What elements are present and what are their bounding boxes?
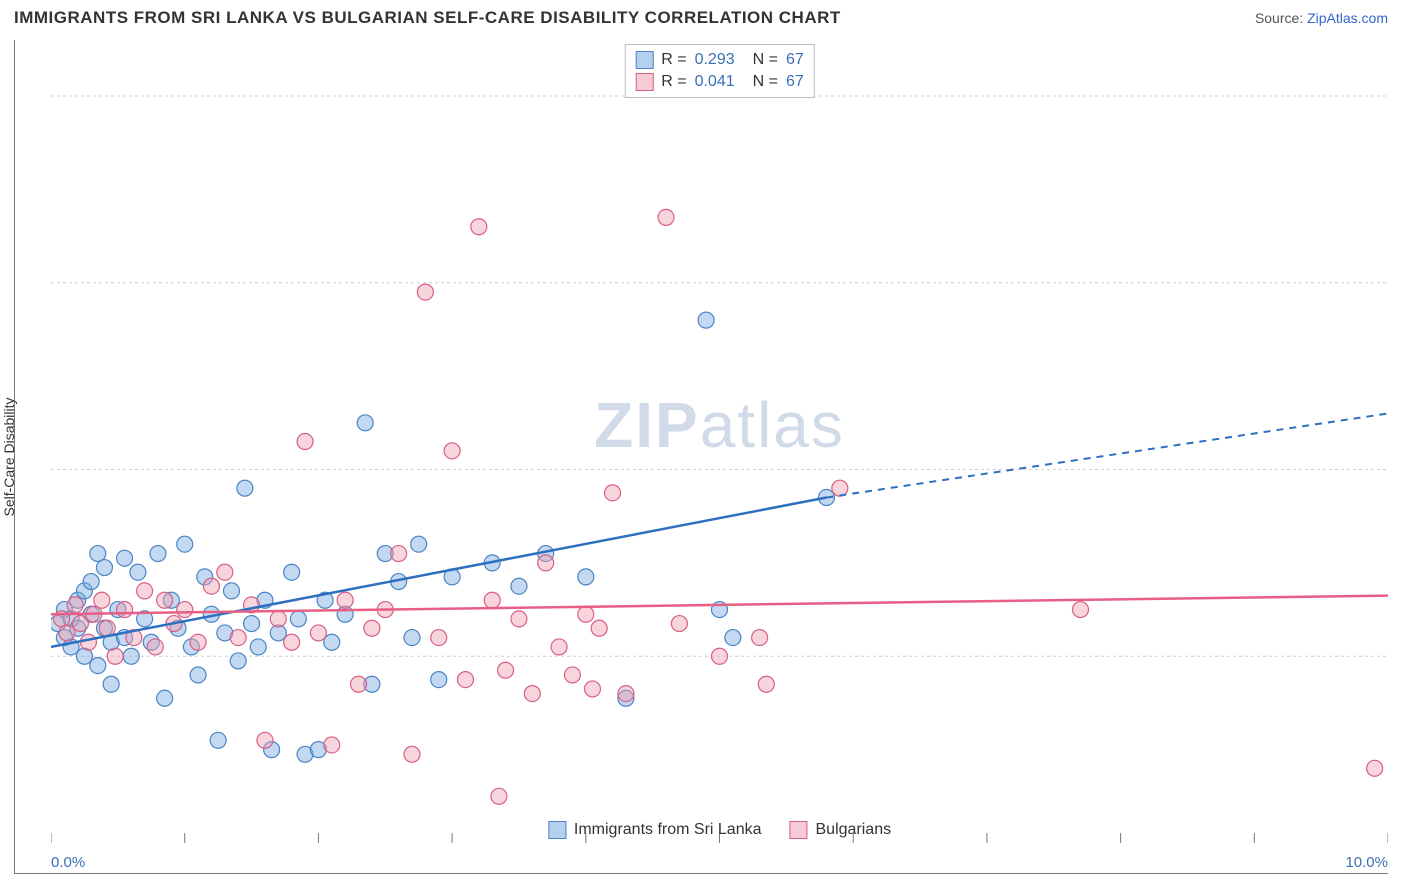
- x-tick-label: 10.0%: [1345, 854, 1388, 871]
- swatch-series2: [635, 73, 653, 91]
- n-label-1: N =: [753, 51, 778, 69]
- y-axis-label: Self-Care Disability: [1, 397, 17, 516]
- series-legend: Immigrants from Sri Lanka Bulgarians: [548, 821, 891, 839]
- chart-container: Self-Care Disability ZIPatlas R = 0.293 …: [14, 40, 1388, 874]
- correlation-legend: R = 0.293 N = 67 R = 0.041 N = 67: [624, 44, 815, 98]
- x-tick-label: 0.0%: [51, 854, 85, 871]
- legend-swatch-1: [548, 821, 566, 839]
- r-label-2: R =: [661, 73, 686, 91]
- scatter-plot: [51, 40, 1388, 843]
- legend-item-series1: Immigrants from Sri Lanka: [548, 821, 762, 839]
- r-value-1: 0.293: [695, 51, 735, 69]
- legend-swatch-2: [790, 821, 808, 839]
- legend-item-series2: Bulgarians: [790, 821, 892, 839]
- source-link[interactable]: ZipAtlas.com: [1307, 10, 1388, 26]
- page-header: IMMIGRANTS FROM SRI LANKA VS BULGARIAN S…: [0, 0, 1406, 34]
- n-value-2: 67: [786, 73, 804, 91]
- plot-area: ZIPatlas R = 0.293 N = 67 R = 0.041 N = …: [51, 40, 1388, 843]
- n-label-2: N =: [753, 73, 778, 91]
- r-label-1: R =: [661, 51, 686, 69]
- legend-row-series1: R = 0.293 N = 67: [635, 49, 804, 71]
- legend-label-2: Bulgarians: [816, 821, 892, 839]
- legend-label-1: Immigrants from Sri Lanka: [574, 821, 762, 839]
- legend-row-series2: R = 0.041 N = 67: [635, 71, 804, 93]
- r-value-2: 0.041: [695, 73, 735, 91]
- n-value-1: 67: [786, 51, 804, 69]
- chart-title: IMMIGRANTS FROM SRI LANKA VS BULGARIAN S…: [14, 8, 841, 28]
- source-attribution: Source: ZipAtlas.com: [1255, 10, 1388, 26]
- source-prefix: Source:: [1255, 10, 1307, 26]
- swatch-series1: [635, 51, 653, 69]
